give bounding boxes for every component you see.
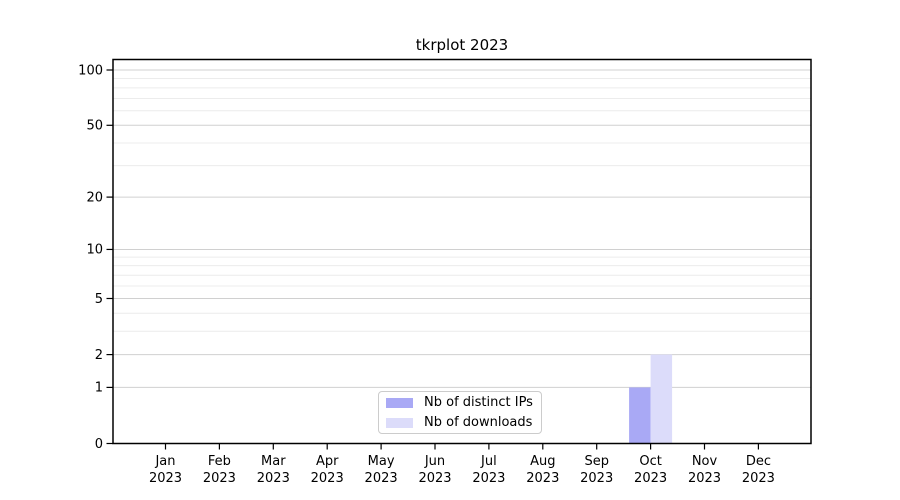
- x-tick-label-year: 2023: [418, 471, 451, 486]
- x-tick-label-year: 2023: [580, 471, 613, 486]
- bar-distinct-ips: [629, 387, 651, 444]
- legend-label-distinct-ips: Nb of distinct IPs: [424, 395, 533, 410]
- x-tick-label-month: Apr: [316, 454, 339, 469]
- x-tick-label-month: Nov: [692, 454, 718, 469]
- y-tick-label: 2: [95, 348, 103, 363]
- plot-border: [112, 58, 812, 445]
- y-tick-label: 10: [86, 243, 103, 258]
- legend-swatch-downloads: [386, 417, 413, 428]
- y-tick-label: 20: [86, 190, 103, 205]
- legend-item-downloads: Nb of downloads: [386, 414, 541, 432]
- x-tick-label-month: Aug: [530, 454, 555, 469]
- y-tick-label: 50: [86, 119, 103, 134]
- x-tick-label-month: Sep: [584, 454, 609, 469]
- legend: Nb of distinct IPs Nb of downloads: [378, 391, 542, 434]
- x-tick-label-month: Mar: [261, 454, 286, 469]
- bar-downloads: [650, 354, 673, 444]
- legend-item-distinct-ips: Nb of distinct IPs: [386, 394, 541, 412]
- x-tick-label-year: 2023: [472, 471, 505, 486]
- x-tick-label-year: 2023: [311, 471, 344, 486]
- x-tick-label-month: Feb: [208, 454, 231, 469]
- x-tick-label-year: 2023: [688, 471, 721, 486]
- x-tick-label-month: Jun: [424, 454, 445, 469]
- x-tick-label-month: May: [368, 454, 395, 469]
- x-tick-label-year: 2023: [742, 471, 775, 486]
- legend-label-downloads: Nb of downloads: [424, 415, 533, 430]
- y-tick-label: 0: [95, 437, 103, 452]
- y-tick-label: 5: [95, 292, 103, 307]
- x-tick-label-year: 2023: [526, 471, 559, 486]
- y-tick-label: 100: [78, 63, 103, 78]
- x-tick-label-year: 2023: [365, 471, 398, 486]
- x-tick-label-month: Jan: [154, 454, 175, 469]
- x-tick-label-month: Jul: [480, 454, 497, 469]
- x-tick-label-year: 2023: [634, 471, 667, 486]
- chart-title: tkrplot 2023: [415, 36, 509, 54]
- x-tick-label-month: Oct: [639, 454, 661, 469]
- plot-area: [113, 59, 811, 444]
- legend-swatch-distinct-ips: [386, 397, 413, 408]
- x-tick-label-month: Dec: [746, 454, 771, 469]
- x-tick-label-year: 2023: [257, 471, 290, 486]
- x-tick-label-year: 2023: [203, 471, 236, 486]
- x-tick-label-year: 2023: [149, 471, 182, 486]
- y-tick-label: 1: [95, 381, 103, 396]
